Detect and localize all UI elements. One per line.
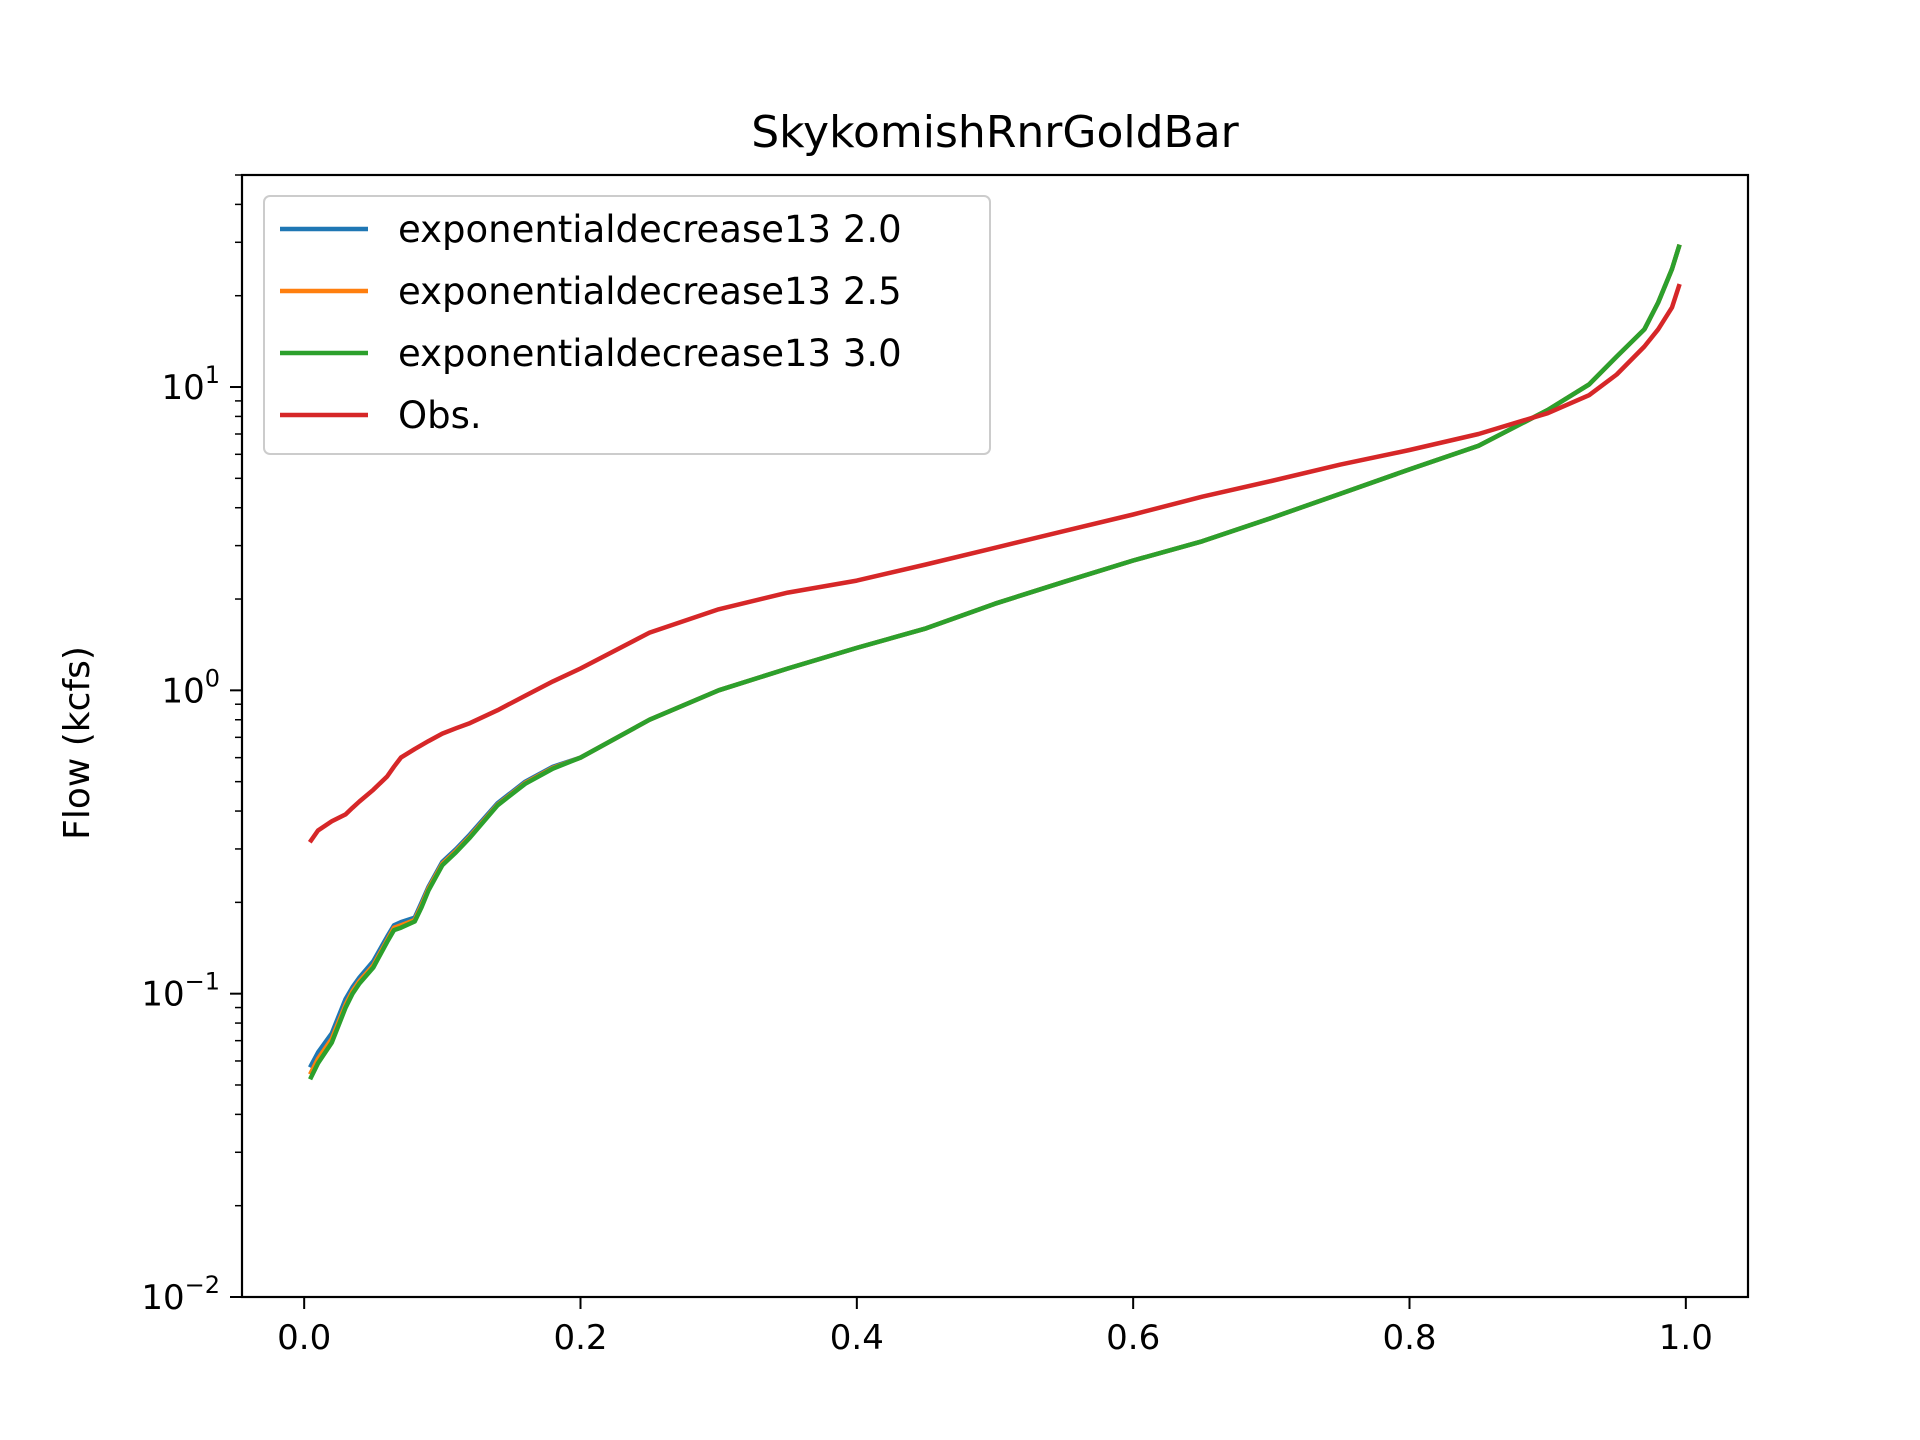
x-tick-label: 0.4 [830,1318,884,1358]
series-layer [307,243,1682,1081]
chart-title: SkykomishRnrGoldBar [751,107,1239,158]
y-tick-label: 10−2 [141,1271,220,1318]
series-line-4 [307,283,1682,844]
x-tick-label: 0.8 [1382,1318,1436,1358]
legend-label: exponentialdecrease13 2.5 [398,270,902,313]
y-tick-label: 10−1 [141,968,220,1015]
series-line-3 [308,243,1682,1081]
legend-label: exponentialdecrease13 2.0 [398,208,902,251]
x-tick-label: 0.6 [1106,1318,1160,1358]
x-tick-label: 0.2 [553,1318,607,1358]
legend-label: Obs. [398,394,482,437]
legend: exponentialdecrease13 2.0 exponentialdecr… [263,195,991,455]
axes-layer: 0.0 0.2 0.4 0.6 0.8 1.0 10−2 10−1 100 101 [141,173,1750,1358]
legend-box [263,195,991,455]
x-tick-label: 1.0 [1659,1318,1713,1358]
y-tick-label: 101 [161,361,220,408]
legend-label: exponentialdecrease13 3.0 [398,332,902,375]
y-tick-label: 100 [161,664,220,711]
x-tick-label: 0.0 [277,1318,331,1358]
plot-frame [240,173,1750,1299]
y-axis-label: Flow (kcfs) [57,646,98,840]
